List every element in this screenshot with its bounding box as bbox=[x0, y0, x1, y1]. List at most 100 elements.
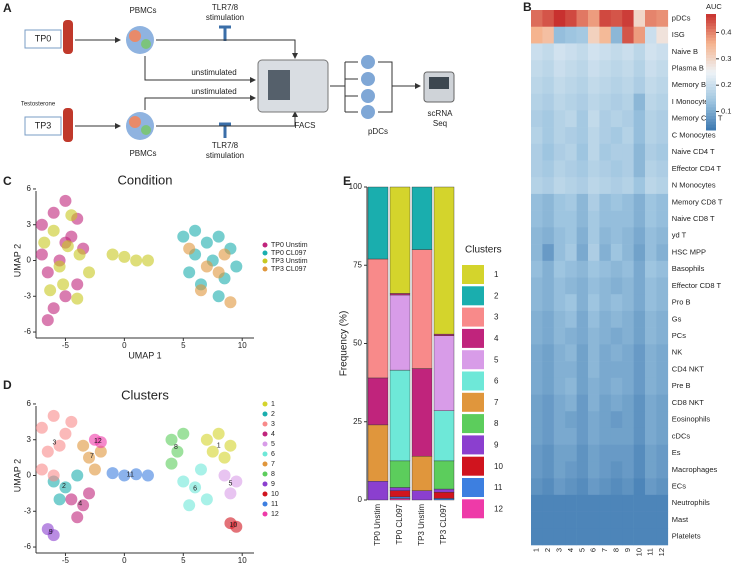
heatmap-cell bbox=[553, 511, 566, 529]
legend-swatch bbox=[262, 250, 268, 256]
cluster-label: 1 bbox=[217, 443, 221, 450]
heatmap-cell bbox=[610, 494, 623, 512]
chart-title: Condition bbox=[118, 172, 173, 187]
heatmap-cell bbox=[542, 411, 555, 429]
heatmap-cell bbox=[542, 528, 555, 546]
heatmap-cell bbox=[531, 444, 543, 462]
colorbar-step bbox=[706, 28, 716, 32]
heatmap-cell bbox=[599, 494, 612, 512]
heatmap-cell bbox=[565, 76, 577, 94]
colorbar-step bbox=[706, 106, 716, 111]
cluster-label: 12 bbox=[94, 438, 102, 445]
colorbar-step bbox=[706, 86, 716, 90]
heatmap-cell bbox=[576, 327, 589, 345]
receptor bbox=[219, 25, 231, 41]
heatmap-cell bbox=[622, 427, 634, 445]
point bbox=[200, 433, 213, 446]
colorbar-tick-label: 0.1 bbox=[721, 107, 731, 116]
label: PBMCs bbox=[129, 6, 156, 15]
heatmap-cell bbox=[622, 76, 634, 94]
heatmap-cell bbox=[542, 43, 555, 61]
heatmap-cell bbox=[553, 528, 566, 546]
heatmap-cell bbox=[656, 177, 669, 195]
heatmap-cell bbox=[531, 110, 543, 128]
heatmap-cell bbox=[656, 327, 669, 345]
y-tick-label: 3 bbox=[27, 220, 32, 229]
point bbox=[65, 209, 78, 222]
legend-label: 5 bbox=[271, 441, 275, 448]
legend-swatch bbox=[262, 242, 268, 248]
point bbox=[35, 248, 48, 261]
heatmap-cell bbox=[599, 411, 612, 429]
heatmap-cell bbox=[553, 478, 566, 496]
heatmap-cell bbox=[553, 227, 566, 245]
heatmap-cell bbox=[599, 377, 612, 395]
heatmap-cell bbox=[531, 494, 543, 512]
heatmap-cell bbox=[576, 10, 589, 28]
heatmap-cell bbox=[565, 478, 577, 496]
y-tick-label: -6 bbox=[24, 542, 32, 551]
heatmap-cell bbox=[622, 244, 634, 262]
point bbox=[59, 194, 72, 207]
heatmap-cell bbox=[656, 511, 669, 529]
cluster-label: 4 bbox=[78, 501, 82, 508]
legend-swatch bbox=[262, 511, 268, 517]
heatmap-cell bbox=[576, 427, 589, 445]
heatmap-cell bbox=[588, 277, 600, 295]
bar-segment bbox=[367, 377, 389, 426]
y-tick-label: -6 bbox=[24, 327, 32, 336]
heatmap-cell bbox=[531, 327, 543, 345]
heatmap-cell bbox=[656, 260, 669, 278]
colorbar-title: AUC bbox=[706, 2, 722, 11]
heatmap-cell bbox=[656, 294, 669, 312]
heatmap-cell bbox=[622, 210, 634, 228]
column-label: 10 bbox=[634, 548, 643, 556]
legend-swatch bbox=[262, 411, 268, 417]
bar-segment bbox=[433, 410, 455, 462]
panel-label: E bbox=[343, 174, 351, 188]
arrow bbox=[144, 95, 256, 110]
heatmap-cell bbox=[645, 210, 657, 228]
point bbox=[41, 266, 54, 279]
colorbar-step bbox=[706, 121, 716, 125]
legend-label: 11 bbox=[271, 501, 278, 508]
row-label: Naive CD4 T bbox=[672, 147, 715, 156]
label: FACS bbox=[295, 121, 316, 130]
heatmap-cell bbox=[622, 511, 634, 529]
column-label: 9 bbox=[623, 548, 632, 552]
x-tick-label: 0 bbox=[122, 341, 127, 350]
heatmap-cell bbox=[565, 227, 577, 245]
bar-segment bbox=[389, 186, 411, 294]
row-label: PCs bbox=[672, 331, 686, 340]
heatmap-cell bbox=[553, 444, 566, 462]
heatmap-cell bbox=[531, 93, 543, 111]
point bbox=[141, 254, 154, 267]
heatmap-cell bbox=[553, 461, 566, 479]
legend-swatch bbox=[462, 435, 484, 455]
point bbox=[53, 439, 66, 452]
row-label: Effector CD4 T bbox=[672, 164, 722, 173]
heatmap-cell bbox=[553, 193, 566, 211]
heatmap-cell bbox=[588, 43, 600, 61]
x-tick-label: TP0 CL097 bbox=[395, 503, 404, 544]
heatmap-cell bbox=[645, 43, 657, 61]
legend-swatch bbox=[462, 392, 484, 412]
point bbox=[189, 224, 202, 237]
heatmap-cell bbox=[633, 10, 646, 28]
heatmap-cell bbox=[576, 511, 589, 529]
heatmap-cell bbox=[553, 127, 566, 145]
heatmap-cell bbox=[633, 411, 646, 429]
colorbar-tick-label: 0.3 bbox=[721, 54, 731, 63]
heatmap-cell bbox=[588, 210, 600, 228]
point bbox=[130, 254, 143, 267]
point bbox=[200, 260, 213, 273]
heatmap-cell bbox=[553, 394, 566, 412]
legend-label: TP3 Unstim bbox=[271, 258, 308, 265]
cluster-label: 11 bbox=[127, 471, 134, 478]
heatmap-cell bbox=[588, 244, 600, 262]
heatmap-cell bbox=[633, 127, 646, 145]
row-label: Naive B bbox=[672, 47, 698, 56]
arrow bbox=[330, 61, 358, 113]
heatmap-cell bbox=[599, 110, 612, 128]
legend-swatch bbox=[262, 266, 268, 272]
